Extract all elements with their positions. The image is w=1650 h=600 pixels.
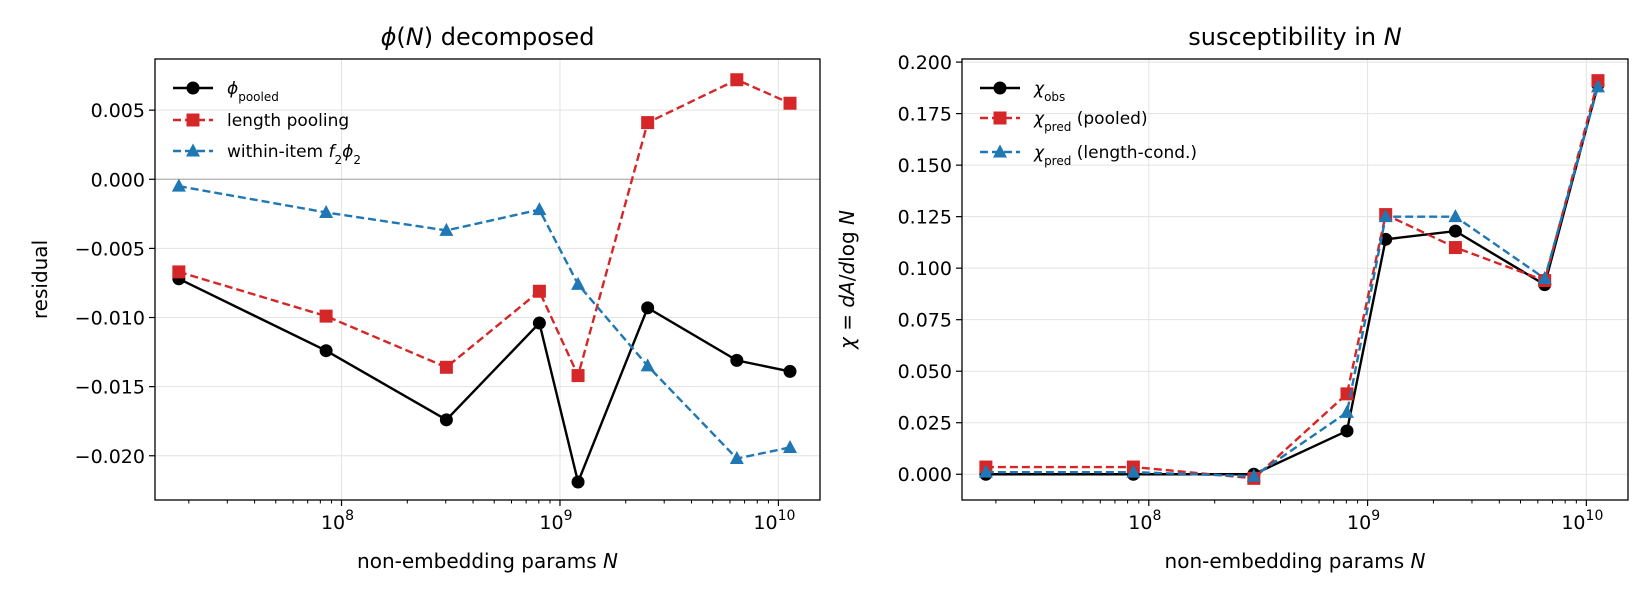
y-tick-label: −0.015 xyxy=(75,377,145,399)
data-point xyxy=(439,413,453,427)
legend: ϕpooled length pooling within-item f2ϕ2 xyxy=(173,79,361,167)
legend-marker xyxy=(186,143,200,157)
legend-label: χpred (pooled) xyxy=(1033,109,1148,134)
data-point xyxy=(571,369,585,383)
y-tick-label: −0.005 xyxy=(75,238,145,260)
y-tick-label: 0.175 xyxy=(898,104,952,126)
x-axis-label: non-embedding params N xyxy=(357,549,618,573)
data-point xyxy=(1448,209,1463,223)
legend-label: within-item f2ϕ2 xyxy=(227,142,361,167)
grid xyxy=(155,59,820,500)
grid xyxy=(962,59,1628,500)
y-tick-label: 0.005 xyxy=(91,100,145,122)
chart-title: ϕ(N) decomposed xyxy=(381,23,595,51)
data-point xyxy=(1378,209,1393,223)
y-tick-label: 0.100 xyxy=(898,258,952,280)
legend-marker xyxy=(993,144,1007,158)
data-point xyxy=(978,464,993,478)
series-line xyxy=(985,80,1600,480)
x-tick-label: 1010 xyxy=(753,508,795,534)
data-point xyxy=(571,475,585,489)
series-line xyxy=(178,277,791,486)
legend-marker xyxy=(993,111,1007,125)
x-tick-label: 108 xyxy=(1128,508,1161,534)
data-point xyxy=(1590,79,1605,93)
data-point xyxy=(1379,232,1393,246)
data-point xyxy=(1448,224,1462,238)
legend: χobs χpred (pooled) χpred (length-cond.) xyxy=(980,79,1197,168)
chart-title: susceptibility in N xyxy=(1188,23,1401,51)
legend-marker xyxy=(993,81,1007,95)
y-tick-label: 0.150 xyxy=(898,155,952,177)
y-tick-label: 0.125 xyxy=(898,207,952,229)
y-tick-label: 0.200 xyxy=(898,52,952,74)
legend-label: ϕpooled xyxy=(227,79,279,104)
data-point xyxy=(1126,464,1141,478)
data-point xyxy=(532,316,546,330)
y-tick-label: −0.010 xyxy=(75,308,145,330)
legend-label: χpred (length-cond.) xyxy=(1033,143,1197,168)
y-tick-label: 0.075 xyxy=(898,310,952,332)
data-point xyxy=(783,439,798,453)
data-point xyxy=(532,284,546,298)
legend-marker xyxy=(186,113,200,127)
data-point xyxy=(1340,424,1354,438)
legend-label: length pooling xyxy=(227,111,349,131)
data-point xyxy=(730,73,744,87)
data-point xyxy=(439,222,454,236)
x-tick-label: 109 xyxy=(1347,508,1380,534)
series-1 xyxy=(979,78,1605,481)
y-tick-label: −0.020 xyxy=(75,446,145,468)
chart-panel-2: 0.000 0.025 0.050 0.075 0.100 0.125 0.150 0.175… xyxy=(835,23,1629,573)
data-point xyxy=(640,358,655,372)
x-tick-label: 109 xyxy=(539,508,572,534)
legend-marker xyxy=(186,81,200,95)
data-point xyxy=(571,276,586,290)
data-point xyxy=(171,178,186,192)
x-axis-label: non-embedding params N xyxy=(1165,549,1426,573)
series-line xyxy=(178,185,791,460)
data-point xyxy=(1339,404,1354,418)
y-tick-label: 0.000 xyxy=(91,169,145,191)
data-point xyxy=(439,360,453,374)
axes-frame xyxy=(961,58,1629,501)
data-point xyxy=(532,202,547,216)
data-point xyxy=(172,265,186,279)
data-point xyxy=(1246,468,1261,482)
data-point xyxy=(641,301,655,315)
series-line xyxy=(985,86,1600,478)
x-tick-label: 1010 xyxy=(1561,508,1603,534)
series-2 xyxy=(979,74,1605,485)
y-axis-label: residual xyxy=(28,240,52,319)
data-point xyxy=(319,309,333,323)
data-point xyxy=(1537,270,1552,284)
chart-panel-1: −0.020 −0.015 −0.010 −0.005 0.000 0.005 108 109… xyxy=(28,23,821,573)
data-point xyxy=(641,116,655,130)
series-line xyxy=(178,78,791,380)
x-tick-label: 108 xyxy=(321,508,354,534)
data-point xyxy=(783,364,797,378)
y-tick-label: 0.000 xyxy=(898,464,952,486)
data-point xyxy=(783,96,797,110)
y-tick-label: 0.025 xyxy=(898,413,952,435)
data-point xyxy=(730,353,744,367)
legend-label: χobs xyxy=(1033,79,1065,104)
y-tick-label: 0.050 xyxy=(898,361,952,383)
series-3 xyxy=(171,178,798,465)
data-point xyxy=(319,344,333,358)
series-2 xyxy=(172,73,797,383)
series-3 xyxy=(978,79,1605,482)
data-point xyxy=(319,204,334,218)
data-point xyxy=(1448,241,1462,255)
axes-frame xyxy=(154,58,821,501)
y-axis-label: χ = dA/dlog N xyxy=(835,210,859,350)
data-point xyxy=(729,451,744,465)
